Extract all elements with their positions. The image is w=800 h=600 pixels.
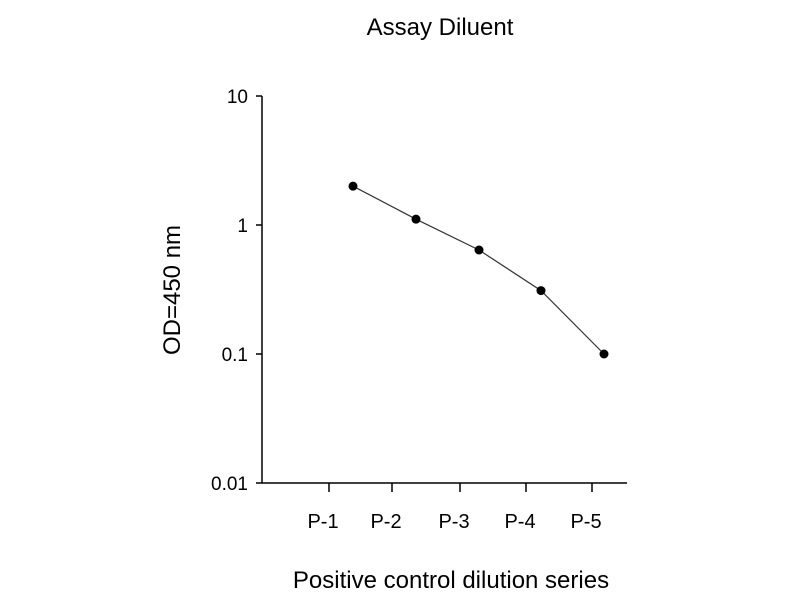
data-point [474, 245, 484, 255]
y-tick-label: 0.1 [222, 345, 248, 366]
x-tick-label: P-2 [370, 511, 401, 533]
y-tick-label: 10 [227, 87, 248, 108]
y-axis-label: OD=450 nm [159, 225, 186, 355]
chart-title: Assay Diluent [367, 14, 514, 41]
y-tick-label: 0.01 [211, 474, 248, 495]
data-point [536, 286, 546, 296]
y-tick-label: 1 [237, 216, 248, 237]
x-tick-label: P-4 [504, 511, 535, 533]
series-line [352, 185, 605, 355]
x-tick-label: P-3 [438, 511, 469, 533]
x-tick-label: P-5 [570, 511, 601, 533]
data-point [348, 181, 358, 191]
data-point [411, 214, 421, 224]
x-axis-label: Positive control dilution series [293, 567, 609, 594]
x-tick-label: P-1 [307, 511, 338, 533]
data-point [599, 349, 609, 359]
